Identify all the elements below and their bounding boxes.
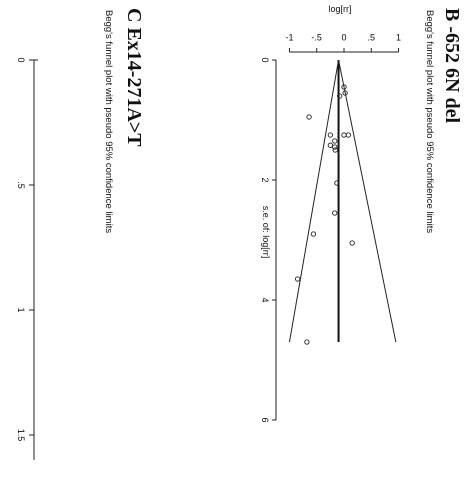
panel-c: C Ex14-271A>T Begg's funnel plot with ps… <box>16 8 145 460</box>
panel-b-data-point <box>349 240 355 246</box>
panel-c-axes: 0 .5 1 1.5 <box>16 57 38 460</box>
panel-c-x-tick-label: 1.5 <box>16 429 26 442</box>
panel-b-y-tick-label: .5 <box>368 32 376 42</box>
panel-b-x-tick-label: 4 <box>260 297 270 302</box>
panel-b-x-axis-label: s.e. of: log[rr] <box>261 206 271 259</box>
panel-b-data-point <box>294 276 301 282</box>
panel-b-data-point <box>345 132 352 138</box>
panel-c-subtitle: Begg's funnel plot with pseudo 95% confi… <box>103 10 114 233</box>
panel-c-x-tick-label: 1 <box>16 307 26 312</box>
panel-b-data-point <box>332 210 338 216</box>
panel-b: B -652 6N del Begg's funnel plot with ps… <box>260 4 463 423</box>
panel-c-x-tick-label: .5 <box>16 181 26 189</box>
panel-b-data-point <box>341 132 347 138</box>
panel-b-data-point <box>336 93 343 99</box>
panel-b-funnel <box>288 59 397 343</box>
panel-b-data-point <box>304 339 310 345</box>
panel-b-upper-limit <box>338 59 397 343</box>
panel-b-label: B -652 6N del <box>441 8 463 123</box>
panel-b-data-point <box>334 180 340 186</box>
panel-b-subtitle: Begg's funnel plot with pseudo 95% confi… <box>424 10 435 233</box>
panel-b-axes: -1 -.5 0 .5 1 0 2 4 6 <box>260 32 401 422</box>
panel-c-label: C Ex14-271A>T <box>123 8 145 147</box>
panel-b-y-tick-label: -1 <box>285 32 293 42</box>
panel-c-x-tick-label: 0 <box>16 57 26 62</box>
panel-b-lower-limit <box>288 59 340 343</box>
panel-b-x-tick-label: 0 <box>260 57 270 62</box>
panel-b-data-point <box>310 231 317 237</box>
panel-b-data-point <box>341 84 347 90</box>
panel-b-y-tick-label: 0 <box>341 32 346 42</box>
panel-b-y-axis-label: log[rr] <box>328 4 351 14</box>
panel-b-x-tick-label: 2 <box>260 177 270 182</box>
panel-b-y-tick-label: 1 <box>396 32 401 42</box>
rotated-figure: B -652 6N del Begg's funnel plot with ps… <box>16 4 463 460</box>
panel-b-data-point <box>327 142 334 148</box>
panel-b-points <box>294 84 355 345</box>
panel-b-data-point <box>342 90 348 96</box>
panel-b-data-point <box>332 144 338 150</box>
panel-b-data-point <box>332 147 338 153</box>
panel-b-x-tick-label: 6 <box>260 417 270 422</box>
panel-b-data-point <box>327 132 334 138</box>
panel-b-data-point <box>306 114 312 120</box>
panel-b-y-tick-label: -.5 <box>311 32 322 42</box>
panel-b-data-point <box>332 138 338 144</box>
